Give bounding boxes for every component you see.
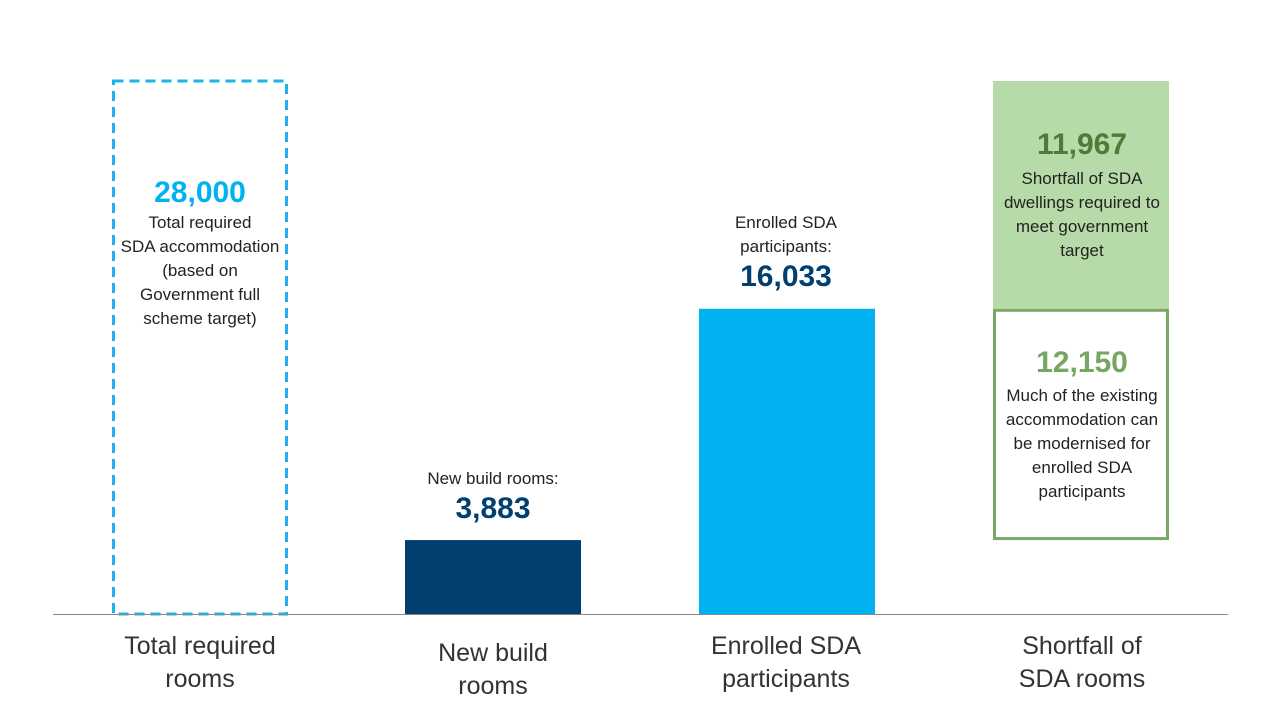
bar-total-required bbox=[112, 79, 288, 616]
modernise-value: 12,150 bbox=[1036, 346, 1128, 379]
total-desc-line-4: Government full bbox=[140, 285, 260, 304]
total-value: 28,000 bbox=[154, 176, 246, 209]
x-label-enrolled-line-2: participants bbox=[722, 665, 850, 693]
total-desc-line-1: Total required bbox=[148, 213, 252, 232]
modernise-description: Much of the existing accommodation can b… bbox=[994, 384, 1170, 504]
enrolled-value: 16,033 bbox=[740, 260, 832, 293]
x-label-newbuild-line-1: New build bbox=[438, 639, 548, 667]
modernise-desc-line-4: enrolled SDA bbox=[1031, 458, 1133, 477]
new-build-label: New build rooms: bbox=[427, 469, 559, 488]
enrolled-label-line-1: Enrolled SDA bbox=[734, 213, 838, 232]
bar-shortfall bbox=[993, 81, 1169, 309]
total-description: Total required SDA accommodation (based … bbox=[110, 211, 290, 331]
modernise-desc-line-5: participants bbox=[1038, 482, 1126, 501]
bar-new-build bbox=[405, 540, 581, 614]
shortfall-desc-line-4: target bbox=[1060, 241, 1104, 260]
shortfall-desc-line-3: meet government bbox=[1015, 217, 1149, 236]
x-label-new-build-rooms: New build rooms bbox=[378, 637, 608, 703]
bar-modernise bbox=[993, 308, 1169, 541]
shortfall-desc-line-1: Shortfall of SDA bbox=[1021, 169, 1143, 188]
enrolled-label-line-2: participants: bbox=[740, 237, 832, 256]
total-desc-line-5: scheme target) bbox=[143, 309, 257, 328]
x-label-shortfall-of-sda-rooms: Shortfall of SDA rooms bbox=[967, 630, 1197, 696]
x-label-shortfall-line-1: Shortfall of bbox=[1022, 632, 1142, 660]
enrolled-label: Enrolled SDA participants: bbox=[686, 211, 886, 259]
new-build-value: 3,883 bbox=[455, 492, 531, 525]
x-label-enrolled-line-1: Enrolled SDA bbox=[710, 632, 862, 660]
x-label-total-line-2: rooms bbox=[165, 665, 235, 693]
x-label-total-required-rooms: Total required rooms bbox=[85, 630, 315, 696]
modernise-desc-line-3: be modernised for bbox=[1013, 434, 1151, 453]
modernise-desc-line-1: Much of the existing bbox=[1006, 386, 1158, 405]
bar-enrolled bbox=[699, 308, 875, 614]
x-label-enrolled-sda-participants: Enrolled SDA participants bbox=[671, 630, 901, 696]
x-label-shortfall-line-2: SDA rooms bbox=[1018, 665, 1146, 693]
x-label-total-line-1: Total required bbox=[124, 632, 276, 660]
shortfall-description: Shortfall of SDA dwellings required to m… bbox=[994, 167, 1170, 263]
modernise-desc-line-2: accommodation can bbox=[1005, 410, 1159, 429]
total-desc-line-2: SDA accommodation bbox=[120, 237, 280, 256]
shortfall-desc-line-2: dwellings required to bbox=[1004, 193, 1160, 212]
x-label-newbuild-line-2: rooms bbox=[458, 672, 528, 700]
total-desc-line-3: (based on bbox=[162, 261, 238, 280]
shortfall-value: 11,967 bbox=[1036, 128, 1128, 161]
